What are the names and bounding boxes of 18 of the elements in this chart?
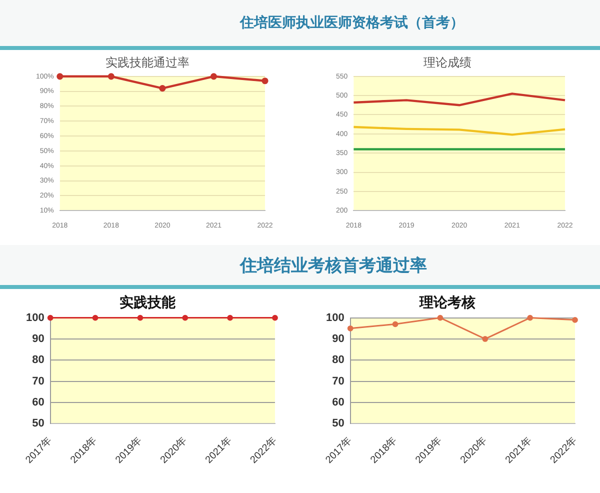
y-tick-label: 60 — [332, 396, 344, 409]
y-tick-label: 100 — [326, 312, 344, 324]
text: 住培结业考核首考通过率 — [0, 245, 600, 289]
y-tick-label: 100 — [26, 312, 44, 324]
y-tick-label: 50 — [332, 418, 344, 430]
y-tick-label: 80 — [332, 354, 344, 366]
chart-title: 理论成绩 — [424, 55, 472, 70]
y-tick-label: 60 — [32, 396, 44, 409]
chart-title: 实践技能 — [120, 294, 176, 312]
text: 住培医师执业医师资格考试（首考） — [0, 0, 600, 50]
y-tick-label: 70 — [332, 375, 344, 388]
y-tick-label: 90 — [32, 333, 44, 346]
y-tick-label: 90 — [332, 333, 344, 346]
chart-title: 实践技能通过率 — [106, 55, 190, 70]
y-tick-label: 50 — [32, 418, 44, 430]
chart-title: 理论考核 — [418, 295, 476, 312]
y-tick-label: 80 — [32, 354, 44, 366]
y-tick-label: 70 — [32, 375, 44, 388]
